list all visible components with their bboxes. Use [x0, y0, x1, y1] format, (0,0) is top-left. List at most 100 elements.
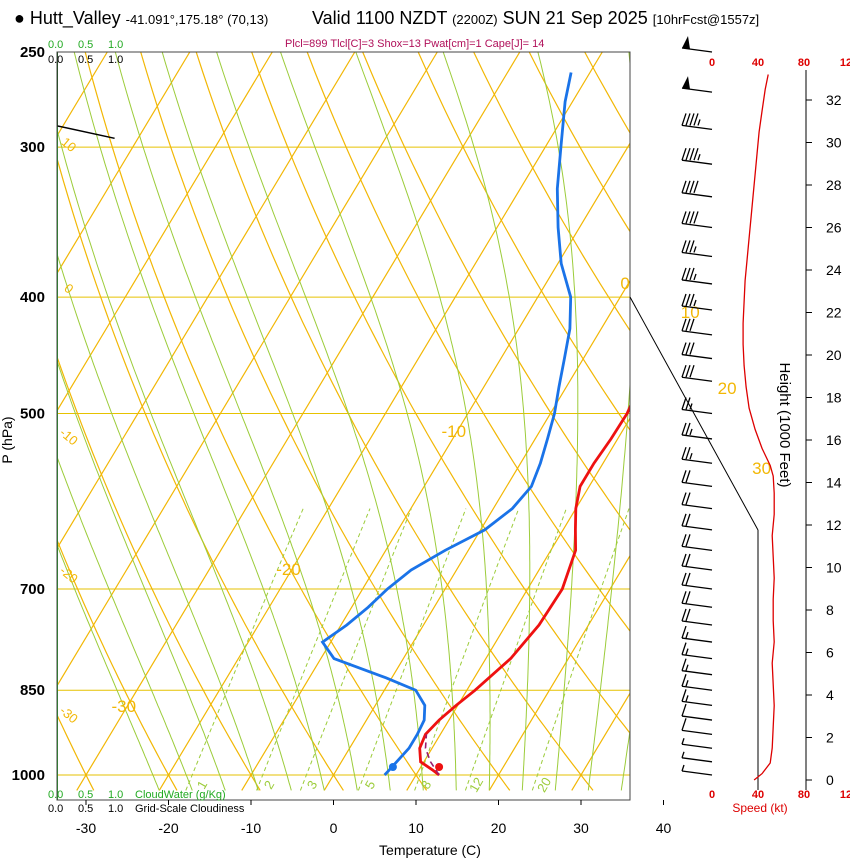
pressure-tick-label: 700 [20, 581, 45, 598]
isotherm-label: -10 [442, 422, 467, 441]
isotherm-label: 30 [752, 459, 771, 478]
wind-barb-full [685, 447, 691, 460]
cloud-scale-top-green: 1.0 [108, 39, 123, 51]
wind-barb-full [685, 240, 691, 253]
dry-adiabat [417, 52, 630, 432]
wind-barb-shaft [681, 757, 713, 763]
wind-barb [681, 591, 713, 608]
moist-adiabat [161, 52, 391, 791]
height-tick-label: 22 [826, 305, 842, 321]
isotherm-line [241, 142, 630, 791]
mixing-ratio-line [531, 508, 630, 791]
wind-barb-full [685, 147, 691, 161]
temperature-profile [418, 403, 630, 777]
dry-adiabat [84, 52, 428, 791]
wind-barb-half [693, 246, 697, 253]
isotherm-line [819, 52, 850, 790]
wind-barb-half [693, 273, 697, 281]
wind-barb [681, 738, 713, 749]
wind-barb [681, 764, 713, 776]
wind-barb-full [685, 422, 691, 436]
wind-barb-full [681, 267, 687, 281]
wind-barb-full [689, 240, 695, 253]
moist-adiabat [442, 52, 531, 791]
pressure-tick-label: 300 [20, 139, 45, 156]
mixing-ratio-line [357, 508, 467, 791]
isotherm-line [57, 52, 356, 550]
wind-barb-full [685, 513, 691, 527]
wind-barb-full [681, 180, 687, 194]
moist-adiabat [620, 727, 630, 791]
wind-barb-half [697, 119, 701, 126]
isotherm-line [571, 692, 630, 791]
wind-barb-full [685, 553, 691, 567]
wind-barb [681, 674, 713, 691]
x-tick-label: 40 [656, 820, 672, 836]
wind-barb-full [685, 211, 691, 224]
wind-barb-full [681, 365, 687, 378]
cloud-scale-top-black: 0.0 [48, 54, 63, 66]
wind-barb-shaft [681, 700, 713, 707]
wind-barb [681, 211, 713, 229]
surface-temperature-point [435, 763, 444, 771]
station-coords: -41.091°,175.18° (70,13) [125, 12, 269, 27]
isotherm-label: -20 [276, 560, 301, 579]
x-tick-label: -10 [241, 820, 261, 836]
dry-adiabat [807, 52, 850, 790]
wind-barb-flag [682, 36, 690, 49]
valid-time: Valid 1100 NZDT [312, 8, 448, 28]
wind-barb-full [685, 293, 691, 307]
wind-barb-full [681, 293, 687, 307]
wind-barb-shaft [681, 251, 713, 258]
wind-barb-shaft [681, 124, 713, 131]
parcel-path [424, 734, 440, 776]
isotherm-line [57, 52, 191, 275]
wind-barb-full [685, 492, 691, 505]
wind-barb-full [693, 211, 699, 224]
wind-barb-full [681, 397, 687, 410]
wind-barb [681, 318, 713, 336]
wind-barb [681, 689, 713, 707]
barb-envelope [629, 296, 759, 531]
wind-barb-shaft [681, 305, 713, 311]
x-tick-label: 20 [491, 820, 507, 836]
moist-adiabat [280, 52, 457, 791]
wind-barb [681, 267, 713, 285]
wind-barb-half [681, 738, 685, 745]
wind-barb-shaft [681, 330, 713, 336]
wind-barb-full [689, 211, 695, 224]
dry-adiabat [306, 52, 630, 633]
wind-barb-half [685, 695, 689, 702]
mixing-ratio-line [464, 508, 567, 791]
height-tick-label: 2 [826, 730, 834, 746]
wind-barb-full [685, 572, 691, 586]
wind-barb-shaft [681, 743, 713, 749]
height-axis-title: Height (1000 Feet) [776, 362, 793, 487]
wind-barb [681, 751, 713, 763]
wind-barb-full [681, 147, 687, 161]
wind-barb-full [685, 591, 691, 604]
wind-barb-full [681, 674, 687, 687]
wind-barb [681, 342, 713, 360]
wind-barb-full [685, 180, 691, 194]
wind-barb-shaft [681, 685, 713, 691]
wind-barb-shaft [681, 279, 713, 285]
wind-barb-full [685, 608, 691, 622]
wind-barb [681, 147, 713, 165]
wind-barb [681, 422, 713, 440]
speed-tick-label-bottom: 0 [709, 789, 715, 801]
moist-adiabat [57, 359, 226, 791]
dry-adiabat [751, 52, 850, 790]
wind-barb [681, 240, 713, 258]
wind-barb-full [681, 342, 687, 355]
y-axis-title: P (hPa) [0, 416, 15, 463]
x-tick-label: -20 [158, 820, 178, 836]
wind-barb [681, 553, 713, 571]
plot-area [57, 52, 850, 800]
dry-adiabat-label: -20 [57, 563, 81, 587]
wind-barb-half [685, 680, 689, 687]
wind-barb-full [681, 703, 687, 717]
wind-barb-shaft [681, 770, 713, 776]
isotherm-label: 20 [718, 379, 737, 398]
